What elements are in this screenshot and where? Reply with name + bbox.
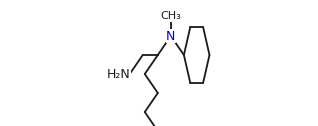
Text: CH₃: CH₃ — [161, 11, 181, 21]
Text: N: N — [166, 29, 176, 42]
Text: H₂N: H₂N — [107, 68, 130, 81]
